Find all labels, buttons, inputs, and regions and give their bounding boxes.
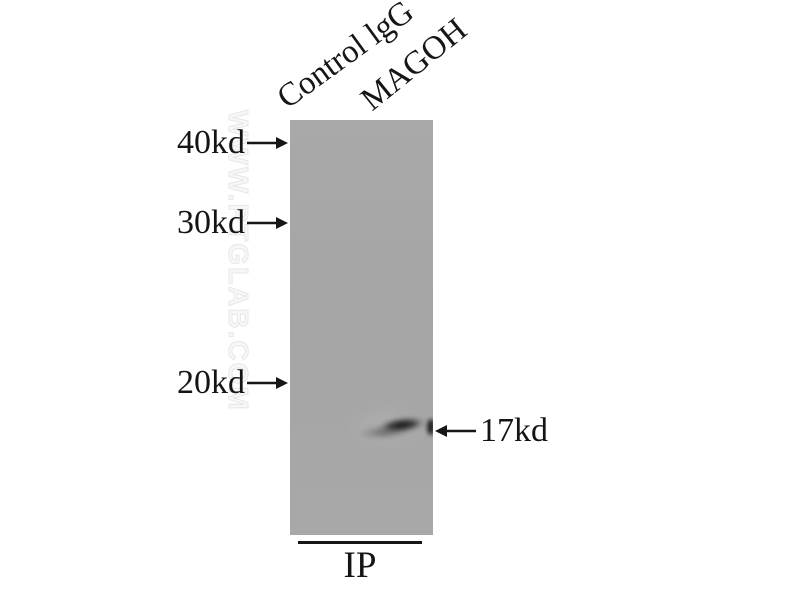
ip-group-underline bbox=[298, 541, 422, 544]
marker-30kd-label: 30kd bbox=[177, 204, 245, 241]
ip-group-label: IP bbox=[343, 545, 377, 586]
marker-40kd: 40kd bbox=[177, 125, 288, 161]
blot-membrane bbox=[290, 120, 433, 535]
band-callout-17kd: 17kd bbox=[435, 413, 548, 449]
right-arrow-icon bbox=[247, 137, 288, 149]
marker-30kd: 30kd bbox=[177, 205, 288, 241]
right-arrow-icon bbox=[247, 377, 288, 389]
marker-20kd: 20kd bbox=[177, 365, 288, 401]
watermark: WWW.PTGLAB.COM bbox=[223, 110, 255, 413]
marker-20kd-label: 20kd bbox=[177, 364, 245, 401]
band-callout-label: 17kd bbox=[480, 412, 548, 449]
left-arrow-icon bbox=[435, 425, 476, 437]
band-edge-artifact bbox=[427, 419, 433, 435]
right-arrow-icon bbox=[247, 217, 288, 229]
marker-40kd-label: 40kd bbox=[177, 124, 245, 161]
